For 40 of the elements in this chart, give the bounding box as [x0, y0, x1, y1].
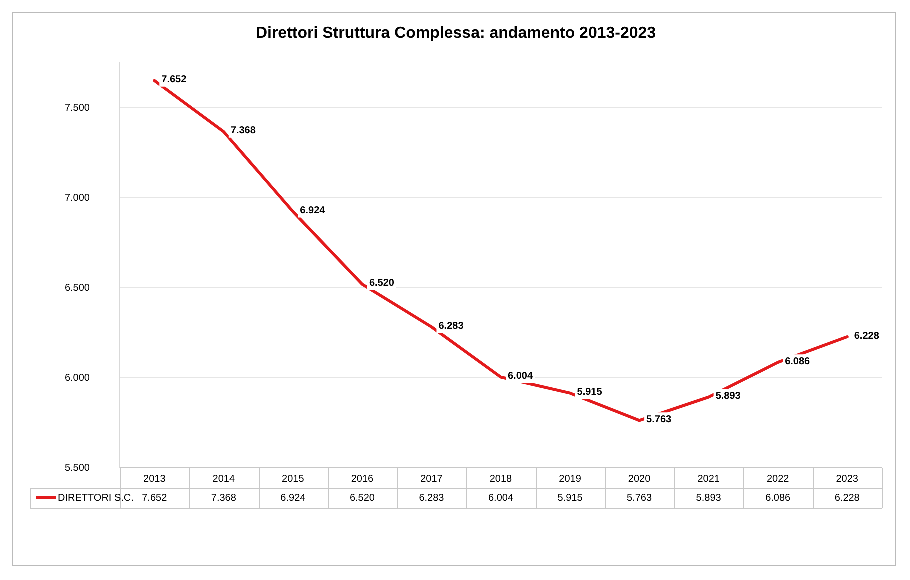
x-tick-label: 2015 [282, 474, 305, 485]
text: 7.368 [230, 126, 256, 137]
text: 5.893 [716, 391, 741, 402]
text: 5.763 [646, 414, 672, 426]
y-tick-label: 5.500 [64, 462, 90, 474]
x-tick-label: 2023 [836, 474, 859, 485]
data-label: 6.004 [488, 492, 514, 504]
data-label: 6.283 [419, 492, 445, 504]
text: 6.924 [300, 206, 326, 217]
text: 6.283 [438, 320, 464, 332]
data-label: 7.652 [142, 492, 168, 504]
data-label: 5.893 [696, 492, 722, 504]
x-tick-label: 2014 [212, 474, 236, 485]
y-tick-label: 6.000 [64, 372, 90, 384]
text: 6.520 [369, 278, 394, 290]
data-label: 5.763 [627, 492, 652, 504]
text: 6.228 [854, 330, 880, 342]
data-label: 6.520 [350, 492, 376, 504]
data-label: 6.924 [280, 492, 306, 504]
data-label: 6.228 [834, 492, 860, 504]
data-label: 7.368 [211, 492, 237, 504]
text: 5.915 [577, 387, 602, 398]
y-tick-label: 7.500 [64, 102, 90, 114]
x-tick-label: 2018 [490, 474, 513, 485]
text: 7.652 [162, 74, 187, 86]
x-tick-label: 2016 [351, 474, 374, 485]
text: 6.086 [785, 356, 810, 368]
y-tick-label: 6.500 [64, 282, 90, 294]
x-tick-label: 2022 [766, 474, 790, 485]
y-tick-label: 7.000 [64, 192, 90, 204]
chart-title: Direttori Struttura Complessa: andamento 2013-2023 [256, 25, 656, 42]
x-tick-label: 2013 [144, 474, 166, 485]
x-tick-label: 2020 [628, 474, 652, 485]
data-label: 6.086 [766, 492, 792, 504]
legend-label: DIRETTORI S.C. [58, 492, 134, 504]
x-tick-label: 2019 [559, 474, 582, 485]
data-label: 5.915 [558, 492, 584, 504]
x-tick-label: 2021 [698, 474, 720, 485]
x-tick-label: 2017 [420, 474, 444, 485]
text: 6.004 [508, 371, 534, 382]
